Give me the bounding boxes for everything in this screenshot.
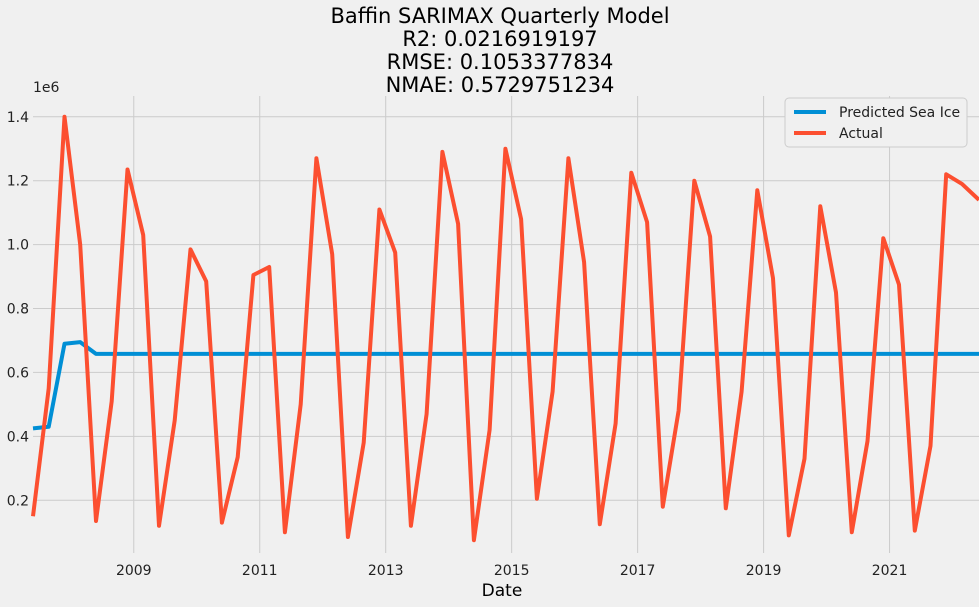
series-line-actual [31,114,979,543]
legend: Predicted Sea Ice Actual [784,97,968,148]
chart-subtitle-r2: R2: 0.0216919197 [402,27,597,51]
x-tick-label: 2013 [368,563,404,579]
legend-box [784,97,968,148]
x-tick-label: 2011 [242,563,278,579]
x-tick-label: 2019 [746,563,782,579]
y-tick-label: 0.8 [7,302,29,318]
legend-label-actual: Actual [839,126,883,142]
legend-label-predicted: Predicted Sea Ice [839,105,960,121]
y-tick-label: 0.6 [7,365,29,381]
x-tick-label: 2021 [872,563,908,579]
series-layer [31,114,979,543]
x-tick-label: 2009 [116,563,152,579]
ticks-layer: 0.2 0.4 0.6 0.8 1.0 1.2 1.4 2009 2011 2013 2015 201… [7,110,908,579]
series-line-predicted [32,340,979,431]
y-scale-label: 1e6 [33,80,60,96]
y-tick-label: 0.2 [7,493,29,509]
y-tick-label: 0.4 [7,429,29,445]
chart-subtitle-nmae: NMAE: 0.5729751234 [386,73,615,97]
y-tick-label: 1.2 [7,174,29,190]
x-tick-label: 2015 [494,563,530,579]
chart-title: Baffin SARIMAX Quarterly Model [330,4,669,28]
x-tick-label: 2017 [620,563,656,579]
grid [33,96,979,553]
y-tick-label: 1.4 [7,110,29,126]
chart-subtitle-rmse: RMSE: 0.1053377834 [387,50,614,74]
y-tick-label: 1.0 [7,238,29,254]
x-axis-label: Date [482,581,523,601]
